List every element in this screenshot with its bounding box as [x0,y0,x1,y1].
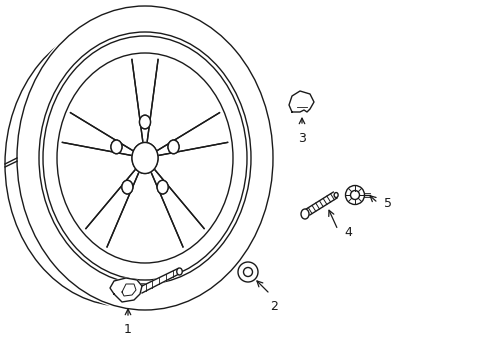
Ellipse shape [238,262,258,282]
Text: 2: 2 [269,300,277,313]
Polygon shape [86,170,138,247]
Polygon shape [158,113,227,155]
Ellipse shape [345,185,364,204]
Ellipse shape [333,193,337,198]
Ellipse shape [111,140,122,154]
Text: 1: 1 [124,323,132,336]
Polygon shape [288,91,313,112]
Ellipse shape [132,143,158,174]
Ellipse shape [301,209,308,219]
Polygon shape [305,192,336,215]
Ellipse shape [122,180,133,194]
Ellipse shape [168,140,179,154]
Ellipse shape [139,115,150,129]
Ellipse shape [15,4,274,312]
Polygon shape [151,170,203,247]
Polygon shape [132,59,158,141]
Ellipse shape [176,268,182,275]
Text: 5: 5 [383,197,391,210]
Polygon shape [110,278,142,302]
Text: 3: 3 [298,132,305,145]
Polygon shape [142,269,178,293]
Ellipse shape [157,180,168,194]
Ellipse shape [57,53,232,263]
Text: 4: 4 [343,225,351,239]
Polygon shape [62,113,132,155]
